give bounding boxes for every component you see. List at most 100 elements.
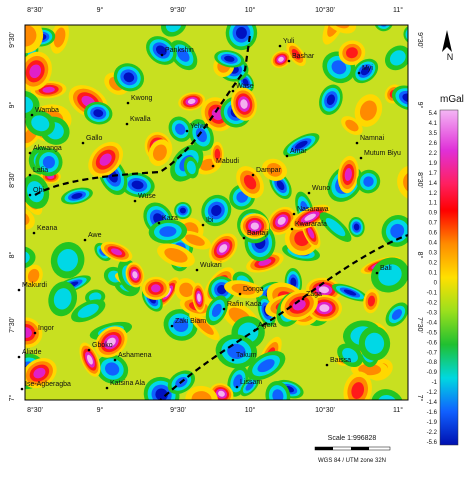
anomaly-blob xyxy=(25,246,36,269)
anomaly-blob xyxy=(110,248,122,256)
anomaly-blob xyxy=(53,288,72,310)
anomaly-blob xyxy=(57,249,78,272)
anomaly-blob xyxy=(327,25,343,37)
legend-label: -0.3 xyxy=(427,310,438,316)
town-marker xyxy=(211,164,215,168)
anomaly-blob xyxy=(345,119,359,132)
town-marker xyxy=(185,129,189,133)
town-label: Kwong xyxy=(131,95,153,102)
x-label-bottom: 8°30' xyxy=(27,406,43,414)
legend-label: 0.7 xyxy=(429,221,438,227)
lineaments xyxy=(34,34,408,400)
town-marker xyxy=(170,324,174,328)
town-label: Bali xyxy=(380,265,392,272)
x-label-top: 9°30' xyxy=(170,6,186,14)
town-label: Amar xyxy=(290,148,307,155)
anomaly-blob xyxy=(358,363,382,376)
legend-labels: 5.4 4.1 3.5 2.6 2.2 1.9 1.7 1.4 1.2 1.1 0.9 0.7 0.6 0… xyxy=(427,111,438,446)
anomaly-blob xyxy=(363,176,374,187)
anomaly-blob xyxy=(99,153,112,166)
map-frame xyxy=(24,24,409,401)
anomaly-blob xyxy=(132,271,138,279)
anomaly-blob xyxy=(161,25,187,37)
legend-label: -1.6 xyxy=(427,410,438,416)
town-label: Ashamena xyxy=(118,352,152,359)
y-label-left: 9° xyxy=(8,101,16,108)
town-label: Aliade xyxy=(22,349,42,356)
legend-label: 1.2 xyxy=(429,191,438,197)
legend-label: 2.2 xyxy=(429,151,438,157)
anomaly-blob xyxy=(197,293,201,302)
anomaly-blob xyxy=(331,60,347,75)
y-label-left: 7°30' xyxy=(8,317,16,333)
x-label-top: 10°30' xyxy=(315,6,335,14)
legend-label: -2.2 xyxy=(427,430,438,436)
legend-label: -0.1 xyxy=(427,290,438,296)
town-marker xyxy=(133,199,137,203)
town-label: Takum xyxy=(236,352,257,359)
anomaly-blob xyxy=(25,327,32,338)
y-label-right: 7° xyxy=(416,395,424,402)
projection-text: WGS 84 / UTM zone 32N xyxy=(318,458,386,464)
anomaly-blob xyxy=(257,359,275,373)
anomaly-blob xyxy=(245,381,254,391)
town-marker xyxy=(357,71,361,75)
anomaly-blob xyxy=(151,284,161,293)
anomaly-blob xyxy=(177,48,190,62)
towns: Pankshin Yuli Bashar Wase Myi Wamba Kwong Gallo… xyxy=(17,38,401,391)
anomaly-blob xyxy=(243,175,257,190)
anomaly-blob xyxy=(391,309,402,320)
anomaly-blob xyxy=(364,332,385,355)
town-marker xyxy=(32,231,36,235)
anomaly-blob xyxy=(276,180,285,191)
anomaly-blob xyxy=(195,317,214,335)
anomaly-blob xyxy=(390,223,405,238)
town-marker xyxy=(157,221,161,225)
anomaly-blob xyxy=(227,343,246,359)
legend-label: -0.5 xyxy=(427,330,438,336)
anomaly-blob xyxy=(42,155,55,169)
town-label: Myi xyxy=(362,65,373,72)
town-label: Wamba xyxy=(35,107,59,114)
town-label: Mutum Biyu xyxy=(364,150,401,157)
anomaly-blob xyxy=(214,148,221,160)
town-label: Wuse xyxy=(138,193,156,200)
town-marker xyxy=(287,59,291,63)
anomaly-field xyxy=(25,25,408,400)
legend-label: 0.1 xyxy=(429,271,438,277)
anomaly-blob xyxy=(319,304,330,312)
town-marker xyxy=(253,328,257,332)
town-marker xyxy=(83,238,87,242)
anomaly-blob xyxy=(278,56,284,62)
town-marker xyxy=(126,101,130,105)
anomaly-blob xyxy=(235,27,247,39)
town-marker xyxy=(28,173,32,177)
town-marker xyxy=(195,268,199,272)
town-label: Mabudi xyxy=(216,158,239,165)
anomaly-blob xyxy=(240,99,248,109)
anomaly-blob xyxy=(155,45,167,56)
anomaly-blob xyxy=(25,25,37,47)
legend-label: 0.2 xyxy=(429,261,438,267)
anomaly-blob xyxy=(219,244,228,253)
legend-label: 1.7 xyxy=(429,171,438,177)
town-label: Keana xyxy=(37,225,57,232)
legend-label: -5.6 xyxy=(427,440,438,446)
legend-label: -0.8 xyxy=(427,360,438,366)
legend-label: 3.5 xyxy=(429,131,438,137)
town-marker xyxy=(278,44,282,48)
anomaly-blob xyxy=(93,109,104,118)
y-label-left: 7° xyxy=(8,394,16,401)
town-label: Kwalla xyxy=(130,116,151,123)
town-label: Ingor xyxy=(38,325,55,332)
town-marker xyxy=(238,292,242,296)
anomaly-blob xyxy=(325,217,346,237)
anomaly-blob xyxy=(291,48,301,60)
town-marker xyxy=(17,355,21,359)
x-label-top: 11° xyxy=(393,6,403,14)
town-marker xyxy=(251,173,255,177)
anomaly-blob xyxy=(25,90,40,119)
anomaly-blob xyxy=(185,234,205,246)
town-marker xyxy=(285,154,289,158)
